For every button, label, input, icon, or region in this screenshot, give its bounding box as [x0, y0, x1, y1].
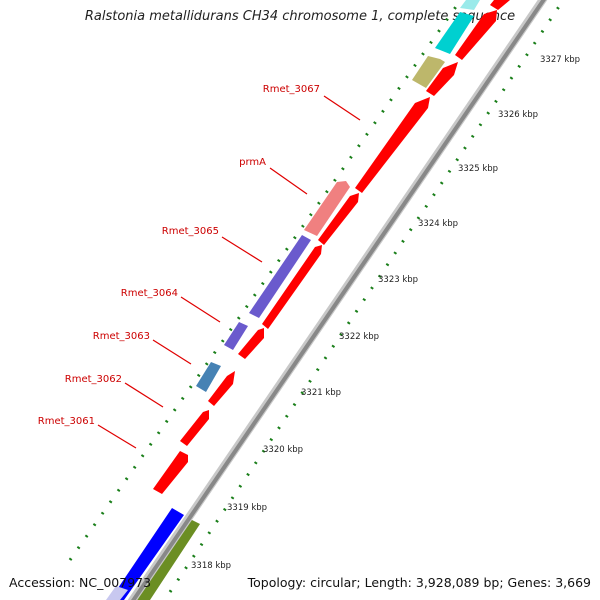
gene-labels: Rmet_3067 prmA Rmet_3065 Rmet_3064 Rmet_…	[38, 84, 320, 427]
cds-arrow	[238, 328, 264, 359]
gene-label: prmA	[239, 157, 266, 168]
gene-label: Rmet_3062	[65, 374, 122, 385]
gene-label: Rmet_3063	[93, 331, 150, 342]
tick-label: 3323 kbp	[378, 275, 418, 285]
leader-rmet-3062	[124, 382, 164, 408]
tick-label: 3318 kbp	[191, 561, 231, 571]
prma-cds	[304, 181, 350, 236]
cds-arrow	[318, 193, 359, 245]
label-leaders	[97, 95, 361, 449]
olive-cds	[136, 518, 200, 600]
leader-rmet-3065	[221, 236, 263, 263]
cds-arrow	[355, 97, 430, 193]
tick-label: 3320 kbp	[263, 445, 303, 455]
cds-arrow	[426, 62, 458, 96]
rmet-3064-cds	[224, 322, 248, 350]
khaki-cds	[412, 56, 445, 88]
position-ticks: 3318 kbp 3319 kbp 3320 kbp 3321 kbp 3322…	[191, 55, 580, 571]
lavender-cds	[106, 586, 128, 600]
cyan-cds	[435, 12, 474, 54]
tick-label: 3327 kbp	[540, 55, 580, 65]
gene-label: Rmet_3067	[263, 84, 320, 95]
cds-arrow	[153, 451, 188, 494]
cyan-light-cds	[460, 0, 480, 10]
leader-rmet-3064	[180, 296, 221, 323]
rmet-3065-cds	[249, 235, 311, 318]
leader-prma	[269, 167, 308, 195]
reverse-cds-track	[106, 0, 480, 600]
leader-rmet-3063	[152, 339, 192, 365]
tick-label: 3322 kbp	[339, 332, 379, 342]
leader-rmet-3061	[97, 424, 137, 449]
gene-label: Rmet_3064	[121, 288, 178, 299]
cds-arrow	[180, 410, 209, 446]
leader-rmet-3067	[323, 95, 361, 121]
sequence-backbone-core	[131, 0, 546, 600]
map-title: Ralstonia metallidurans CH34 chromosome …	[84, 9, 516, 24]
forward-cds-track	[153, 0, 510, 494]
tick-label: 3324 kbp	[418, 219, 458, 229]
tick-label: 3321 kbp	[301, 388, 341, 398]
tick-label: 3326 kbp	[498, 110, 538, 120]
gene-label: Rmet_3061	[38, 416, 95, 427]
blue-cds	[110, 508, 184, 600]
gene-label: Rmet_3065	[162, 226, 219, 237]
cds-arrow	[490, 0, 510, 10]
cds-arrow	[455, 10, 497, 60]
topology-text: Topology: circular; Length: 3,928,089 bp…	[247, 575, 591, 590]
cds-arrow	[208, 371, 235, 406]
rmet-3063-cds	[196, 362, 221, 392]
tick-label: 3325 kbp	[458, 164, 498, 174]
accession-text: Accession: NC_007973	[9, 575, 152, 590]
cds-arrow	[262, 245, 322, 329]
tick-label: 3319 kbp	[227, 503, 267, 513]
